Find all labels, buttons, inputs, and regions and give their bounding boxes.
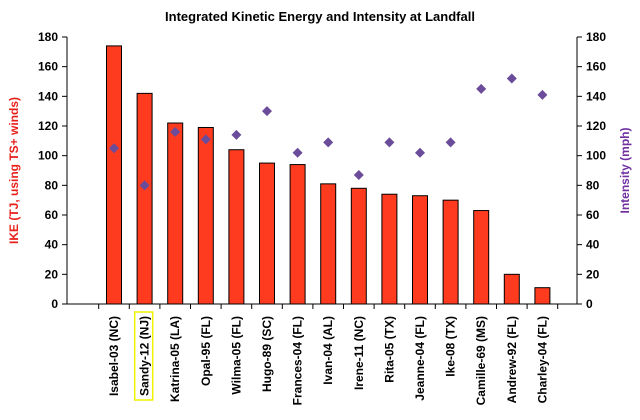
y-right-tick-label-1: 20 — [586, 267, 600, 281]
bar-14 — [503, 273, 520, 305]
intensity-point-5 — [231, 129, 242, 140]
x-category-label-14: Andrew-92 (FL) — [505, 316, 519, 403]
x-category-label-11: Jeanne-04 (FL) — [413, 316, 427, 401]
y-right-tick-label-6: 120 — [586, 119, 606, 133]
y-left-tick-label-2: 40 — [45, 238, 59, 252]
chart-title: Integrated Kinetic Energy and Intensity … — [165, 9, 475, 24]
x-category-label-8: Ivan-04 (AL) — [321, 316, 335, 385]
intensity-point-15 — [537, 89, 548, 100]
y-right-tick-label-7: 140 — [586, 89, 606, 103]
x-category-label-10: Rita-05 (TX) — [382, 316, 396, 383]
y-left-tick-label-3: 60 — [45, 208, 59, 222]
x-category-label-7: Frances-04 (FL) — [291, 316, 305, 405]
intensity-point-14 — [506, 73, 517, 84]
x-category-label-1: Isabel-03 (NC) — [107, 316, 121, 396]
bar-9 — [350, 187, 367, 305]
y-left-tick-label-8: 160 — [38, 60, 58, 74]
intensity-point-9 — [353, 169, 364, 180]
x-category-label-13: Camille-69 (MS) — [474, 316, 488, 405]
intensity-point-2 — [139, 180, 150, 191]
bar-3 — [167, 122, 184, 305]
intensity-point-3 — [170, 126, 181, 137]
y-left-tick-label-9: 180 — [38, 30, 58, 44]
x-category-label-4: Opal-95 (FL) — [199, 316, 213, 386]
y-right-tick-label-2: 40 — [586, 238, 600, 252]
y-left-tick-label-4: 80 — [45, 178, 59, 192]
bar-6 — [259, 162, 275, 305]
y-right-tick-label-4: 80 — [586, 178, 600, 192]
intensity-series — [109, 73, 548, 191]
intensity-point-12 — [445, 137, 456, 148]
intensity-point-13 — [476, 83, 487, 94]
bar-1 — [106, 45, 122, 305]
bar-series — [106, 45, 551, 305]
x-category-label-9: Irene-11 (NC) — [352, 316, 366, 390]
x-category-label-12: Ike-08 (TX) — [444, 316, 458, 377]
intensity-point-11 — [415, 147, 425, 158]
y-axis-left-label: IKE (TJ, using TS+ winds) — [7, 97, 21, 244]
y-right-tick-label-9: 180 — [586, 30, 606, 44]
tick-labels: 0 20 40 60 80 100 120 140 160 180 0 20 40 60 80 100 120 1… — [38, 30, 606, 405]
y-right-tick-label-5: 100 — [586, 149, 606, 163]
bar-11 — [412, 195, 428, 305]
bar-2 — [136, 92, 153, 305]
y-left-tick-label-0: 0 — [51, 297, 58, 311]
bar-13 — [473, 210, 490, 305]
y-right-tick-label-0: 0 — [586, 297, 593, 311]
y-left-tick-label-6: 120 — [38, 119, 58, 133]
y-axis-right-label: Intensity (mph) — [618, 127, 632, 213]
y-left-tick-label-5: 100 — [38, 149, 58, 163]
bar-15 — [534, 287, 551, 305]
y-left-tick-label-1: 20 — [45, 267, 59, 281]
bar-5 — [228, 149, 245, 305]
intensity-point-10 — [384, 137, 395, 148]
bar-10 — [381, 193, 398, 305]
bar-12 — [442, 199, 459, 305]
bar-7 — [289, 164, 306, 305]
intensity-point-1 — [109, 143, 119, 154]
y-left-tick-label-7: 140 — [38, 89, 58, 103]
intensity-point-7 — [292, 147, 303, 158]
axes — [62, 36, 582, 309]
intensity-point-6 — [262, 106, 272, 117]
intensity-point-4 — [200, 134, 211, 145]
x-category-label-2: Sandy-12 (NJ) — [138, 316, 152, 396]
intensity-point-8 — [323, 137, 334, 148]
x-category-label-15: Charley-04 (FL) — [535, 316, 549, 403]
y-right-tick-label-8: 160 — [586, 60, 606, 74]
x-category-label-5: Wilma-05 (FL) — [229, 316, 243, 395]
highlight-box-sandy — [133, 311, 154, 401]
y-right-tick-label-3: 60 — [586, 208, 600, 222]
bar-8 — [320, 183, 337, 305]
bar-4 — [197, 126, 214, 305]
x-category-label-6: Hugo-89 (SC) — [260, 316, 274, 392]
x-category-label-3: Katrina-05 (LA) — [168, 316, 182, 402]
